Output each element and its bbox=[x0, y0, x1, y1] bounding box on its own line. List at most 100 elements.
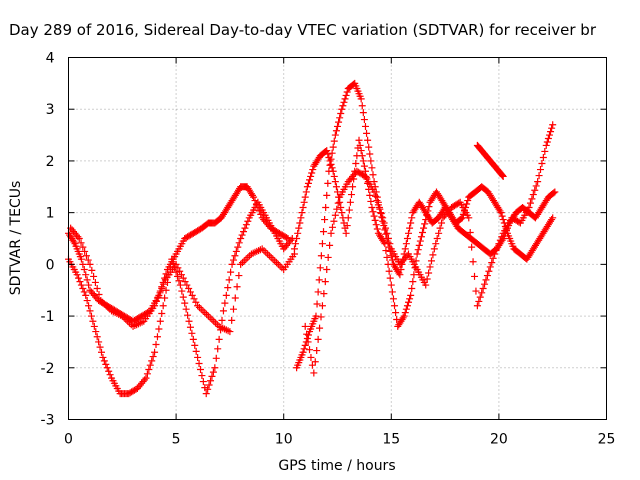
data-point bbox=[151, 302, 159, 310]
data-point bbox=[412, 257, 420, 265]
data-point bbox=[320, 290, 328, 298]
data-point bbox=[73, 271, 81, 279]
data-point bbox=[457, 215, 465, 223]
data-point bbox=[210, 317, 218, 325]
data-point bbox=[537, 166, 545, 174]
data-point bbox=[402, 305, 410, 313]
data-point bbox=[75, 235, 83, 242]
data-point bbox=[491, 250, 499, 258]
data-point bbox=[539, 153, 547, 161]
data-point bbox=[274, 260, 282, 268]
data-point bbox=[550, 189, 558, 197]
data-point bbox=[377, 209, 385, 217]
data-point bbox=[330, 217, 338, 225]
data-point bbox=[105, 367, 113, 375]
data-point bbox=[241, 224, 249, 232]
data-point bbox=[328, 223, 336, 231]
data-point bbox=[102, 360, 110, 368]
data-point bbox=[473, 302, 481, 310]
data-point bbox=[416, 237, 424, 245]
data-point bbox=[384, 235, 392, 242]
data-point bbox=[76, 278, 84, 286]
data-point bbox=[70, 238, 78, 246]
data-point bbox=[224, 284, 232, 292]
data-point bbox=[300, 345, 308, 353]
data-point bbox=[155, 325, 163, 333]
data-point bbox=[529, 191, 537, 199]
data-point bbox=[318, 302, 326, 310]
data-point bbox=[386, 240, 394, 248]
data-point bbox=[95, 338, 103, 346]
data-point bbox=[542, 141, 550, 149]
data-point bbox=[80, 266, 88, 274]
data-point bbox=[358, 102, 366, 110]
data-point bbox=[181, 299, 189, 307]
data-point bbox=[327, 160, 335, 168]
data-point bbox=[342, 229, 350, 237]
data-point bbox=[233, 283, 241, 291]
data-point bbox=[426, 263, 434, 271]
data-point bbox=[435, 229, 443, 237]
data-point bbox=[469, 258, 477, 266]
data-point bbox=[244, 217, 252, 225]
data-point bbox=[360, 162, 368, 170]
data-point bbox=[332, 127, 340, 135]
y-tick-label: 4 bbox=[46, 51, 55, 67]
data-point bbox=[207, 377, 215, 385]
data-point bbox=[195, 303, 203, 311]
data-series-3 bbox=[67, 224, 298, 336]
data-point bbox=[438, 219, 446, 227]
data-point bbox=[367, 157, 375, 165]
data-point bbox=[475, 297, 483, 305]
data-point bbox=[184, 311, 192, 319]
data-point bbox=[307, 353, 315, 361]
data-point bbox=[498, 212, 506, 220]
y-tick-label: 2 bbox=[46, 154, 55, 170]
data-point bbox=[235, 272, 243, 280]
data-point bbox=[161, 294, 169, 302]
data-point bbox=[481, 280, 489, 288]
data-point bbox=[383, 229, 391, 237]
data-point bbox=[325, 153, 333, 161]
data-point bbox=[421, 220, 429, 228]
data-point bbox=[156, 317, 164, 325]
x-tick-label: 20 bbox=[490, 432, 508, 448]
data-point bbox=[464, 197, 472, 205]
data-point bbox=[373, 225, 381, 233]
data-point bbox=[318, 240, 326, 248]
data-point bbox=[531, 186, 539, 194]
chart-title: Day 289 of 2016, Sidereal Day-to-day VTE… bbox=[9, 21, 597, 39]
data-point bbox=[267, 253, 275, 261]
y-tick-label: 1 bbox=[46, 206, 55, 222]
data-point bbox=[400, 312, 408, 320]
data-point bbox=[499, 172, 507, 180]
data-point bbox=[218, 316, 226, 324]
data-point bbox=[415, 241, 423, 249]
data-point bbox=[306, 176, 314, 184]
data-point bbox=[382, 247, 390, 255]
data-point bbox=[357, 147, 365, 155]
data-point bbox=[88, 266, 96, 274]
data-point bbox=[326, 157, 334, 165]
data-point bbox=[377, 210, 385, 218]
data-point bbox=[409, 278, 417, 286]
data-point bbox=[313, 347, 321, 355]
data-point bbox=[324, 150, 332, 158]
data-point bbox=[541, 147, 549, 155]
data-point bbox=[90, 322, 98, 330]
data-point bbox=[237, 235, 245, 242]
data-point bbox=[314, 335, 322, 343]
data-point bbox=[260, 247, 268, 255]
data-point bbox=[549, 214, 557, 222]
data-point bbox=[324, 253, 332, 261]
data-point bbox=[331, 131, 339, 139]
data-series-7 bbox=[473, 141, 507, 180]
data-point bbox=[237, 260, 245, 268]
data-point bbox=[175, 277, 183, 285]
data-point bbox=[156, 289, 164, 297]
data-point bbox=[296, 219, 304, 227]
data-point bbox=[198, 372, 206, 380]
data-point bbox=[547, 128, 555, 136]
data-point bbox=[335, 118, 343, 126]
data-point bbox=[294, 229, 302, 237]
